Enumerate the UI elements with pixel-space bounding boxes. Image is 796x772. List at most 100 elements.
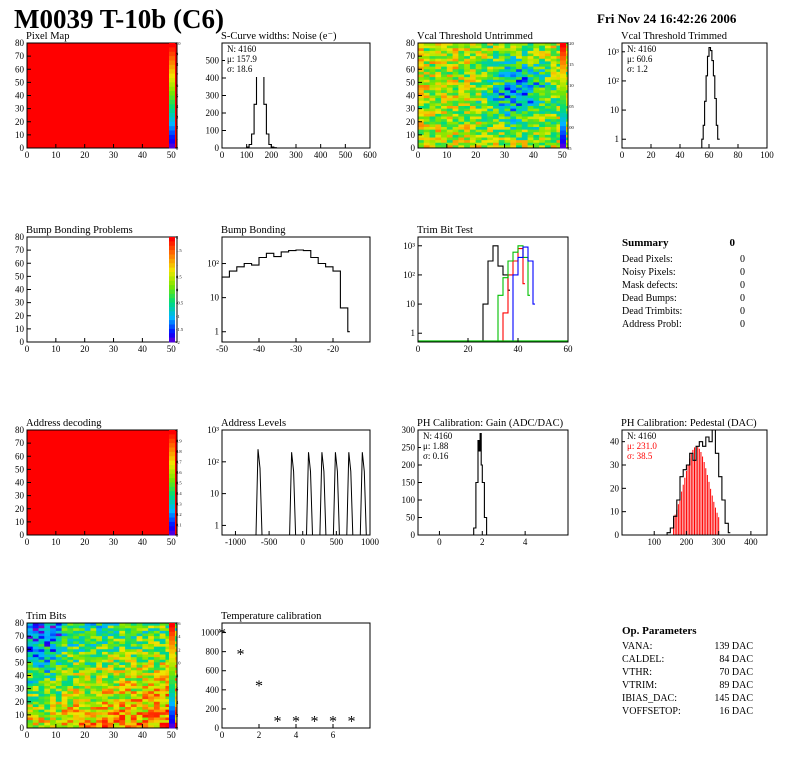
trim-bits-cell [136, 657, 143, 661]
vcal-untrimmed-cell [533, 74, 540, 78]
trim-bits-cell [159, 628, 166, 632]
trim-bits-cell [32, 712, 39, 716]
trim-bits-cell [142, 686, 149, 690]
trim-bits-cell [136, 659, 143, 663]
vcal-untrimmed-cell [516, 77, 523, 81]
vcal-untrimmed-cell [556, 95, 563, 99]
trim-bits-cell [44, 691, 51, 695]
trim-bits-cell [102, 714, 109, 718]
vcal-untrimmed-cell [533, 124, 540, 128]
trim-bits-cell [107, 649, 114, 653]
trim-bits-cell [142, 704, 149, 708]
trim-bits-cell [38, 722, 45, 726]
trim-bits-cell [78, 704, 86, 708]
vcal-untrimmed-cell [487, 103, 494, 107]
trim-bits-cell [148, 672, 155, 676]
trim-bits-cell [67, 646, 74, 650]
vcal-untrimmed-cell [504, 106, 511, 110]
vcal-untrimmed-cell [423, 132, 430, 136]
vcal-untrimmed-cell [493, 132, 500, 136]
address-decoding-colorbar-cell [169, 526, 175, 532]
trim-bits-cell [148, 646, 155, 650]
vcal-untrimmed-cell [446, 53, 454, 57]
vcal-untrimmed-cell [458, 53, 465, 57]
vcal-untrimmed-cell [527, 100, 534, 104]
trim-bits-cell [50, 688, 57, 692]
vcal-untrimmed-cell [481, 137, 488, 141]
trim-bits-cell [107, 691, 114, 695]
trim-bits-cell [67, 707, 74, 711]
trim-bits-cell [67, 678, 74, 682]
bump-problems-colorbar-cell [169, 311, 175, 317]
vcal-untrimmed-cell [521, 53, 529, 57]
vcal-untrimmed-cell [493, 43, 500, 47]
trim-bits-cell [61, 683, 68, 687]
vcal-untrimmed-cell [452, 145, 459, 149]
trim-bits-cell [27, 654, 34, 658]
trim-bits-cell [84, 683, 91, 687]
trim-bits-cell [90, 670, 97, 674]
trim-bits-cell [78, 725, 86, 729]
vcal-untrimmed-cell [458, 77, 465, 81]
vcal-untrimmed-cell [498, 66, 505, 70]
pixel-map-ytick-label: 10 [15, 130, 25, 140]
vcal-untrimmed-cell [533, 87, 540, 91]
trim-bits-cell [119, 680, 126, 684]
vcal-untrimmed-cell [550, 134, 557, 138]
vcal-untrimmed-cell [458, 82, 465, 86]
vcal-untrimmed-cell [469, 127, 477, 131]
trim-bits-cell [125, 665, 132, 669]
vcal-untrimmed-cell [533, 103, 540, 107]
vcal-untrimmed-cell [481, 53, 488, 57]
vcal-untrimmed-cell [464, 113, 471, 117]
trim-bits-cell [96, 633, 103, 637]
trim-bits-cell [44, 665, 51, 669]
vcal-untrimmed-cell [504, 58, 511, 62]
trim-bits-cell [148, 683, 155, 687]
trim-bits-cell [148, 623, 155, 627]
trim-bits-cell [113, 670, 120, 674]
trim-bits-colorbar-cell [169, 684, 175, 690]
trim-bits-cell [136, 630, 143, 634]
trim-bits-cell [61, 623, 68, 627]
trim-bits-cell [67, 625, 74, 629]
vcal-untrimmed-cell [550, 74, 557, 78]
vcal-untrimmed-cell [544, 82, 552, 86]
vcal-untrimmed-cell [504, 85, 511, 89]
vcal-untrimmed-cell [446, 61, 454, 65]
trim-bits-cell [27, 675, 34, 679]
trim-bits-cell [84, 701, 91, 705]
vcal-untrimmed-colorbar-cell [560, 64, 566, 70]
trim-bits-cell [32, 709, 39, 713]
trim-bits-cell [84, 675, 91, 679]
trim-bits-cell [44, 636, 51, 640]
vcal-untrimmed-cell [498, 53, 505, 57]
vcal-untrimmed-cell [556, 66, 563, 70]
trim-bits-cell [159, 659, 166, 663]
vcal-untrimmed-cell [493, 77, 500, 81]
vcal-untrimmed-cell [556, 69, 563, 73]
vcal-untrimmed-cell [475, 142, 482, 146]
trim-bits-colorbar-cell [169, 697, 175, 703]
trim-bits-cell [61, 720, 68, 724]
vcal-untrimmed-cell [469, 61, 477, 65]
trim-bits-cell [78, 672, 86, 676]
trim-bits-cell [119, 659, 126, 663]
trim-bits-cell [136, 725, 143, 729]
trim-bit-test-frame [417, 236, 569, 343]
bump-problems-colorbar-cell [169, 280, 175, 286]
bump-problems-xtick-label: 30 [109, 344, 119, 354]
trim-bits-cell [55, 625, 63, 629]
trim-bit-test-ytick-label: 10 [406, 299, 416, 309]
trim-bits-cell [113, 707, 120, 711]
vcal-untrimmed-cell [429, 132, 436, 136]
vcal-untrimmed-cell [556, 64, 563, 68]
vcal-untrimmed-cell [446, 108, 454, 112]
vcal-untrimmed-cell [544, 43, 552, 47]
trim-bits-cell [67, 680, 74, 684]
vcal-untrimmed-cell [521, 98, 529, 102]
trim-bits-cell [67, 714, 74, 718]
vcal-untrimmed-cell [498, 95, 505, 99]
trim-bits-cell [153, 667, 161, 671]
vcal-untrimmed-cell [458, 106, 465, 110]
